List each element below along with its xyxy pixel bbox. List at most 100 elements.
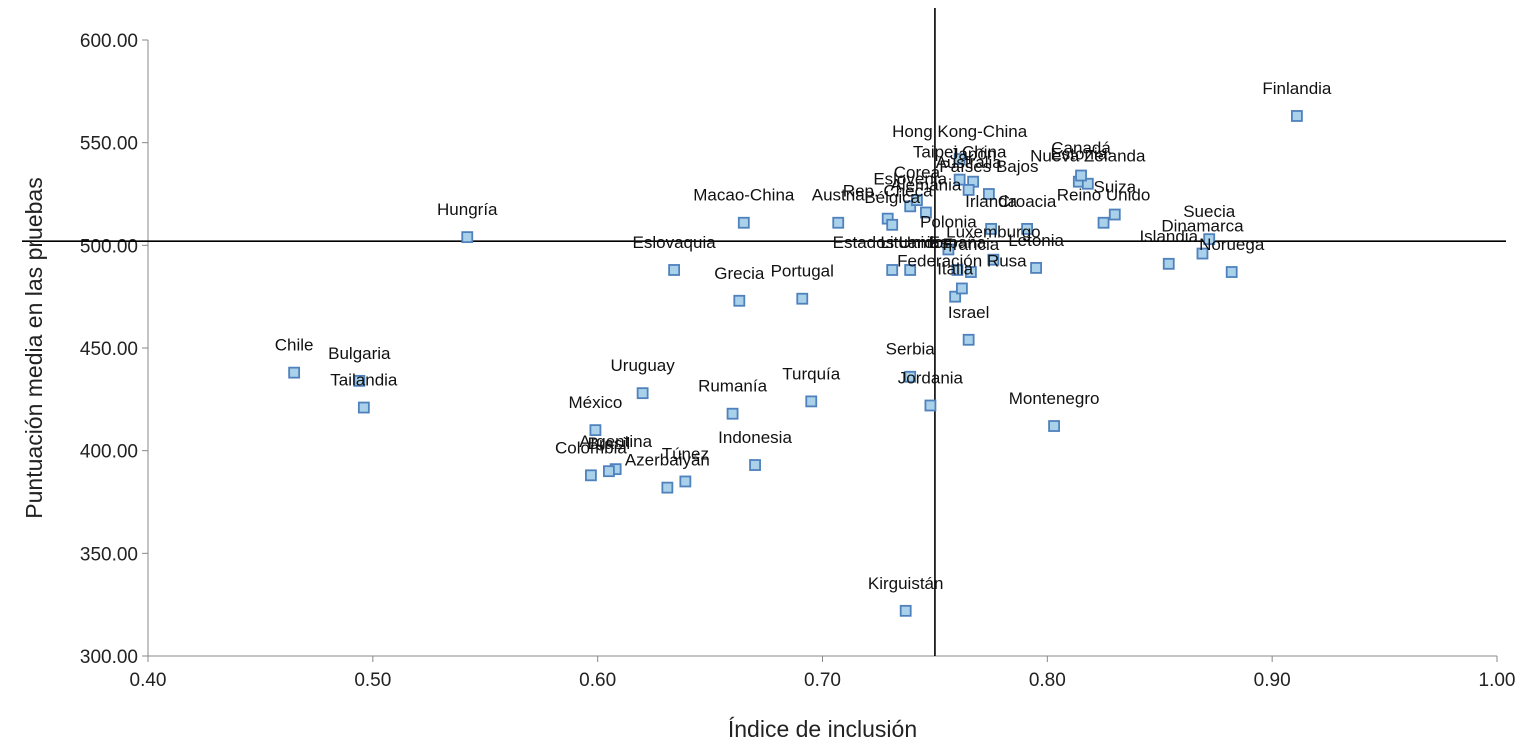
data-point bbox=[953, 153, 966, 165]
point-label: Lituania bbox=[880, 233, 940, 252]
point-label: Islandia bbox=[1139, 227, 1198, 246]
point-label: Dinamarca bbox=[1161, 217, 1244, 236]
x-axis-title: Índice de inclusión bbox=[728, 716, 917, 742]
y-tick-label: 350.00 bbox=[80, 544, 138, 565]
data-point bbox=[1203, 233, 1216, 246]
point-label: Brasil bbox=[588, 434, 631, 453]
point-label: Suecia bbox=[1183, 202, 1236, 221]
data-point bbox=[899, 604, 912, 617]
x-tick-label: 0.80 bbox=[1029, 670, 1066, 691]
point-label: Finlandia bbox=[1262, 79, 1332, 98]
x-tick-label: 0.50 bbox=[354, 670, 391, 691]
point-label: Colombia bbox=[555, 438, 627, 457]
point-label: Hungría bbox=[437, 200, 498, 219]
data-point bbox=[985, 223, 998, 235]
data-point bbox=[949, 290, 962, 303]
data-point bbox=[1021, 223, 1033, 235]
data-point bbox=[589, 424, 602, 437]
reference-lines bbox=[22, 8, 1506, 656]
data-point bbox=[1196, 247, 1209, 260]
point-label: Jordania bbox=[898, 368, 964, 387]
data-point bbox=[1225, 266, 1238, 278]
data-point bbox=[661, 481, 674, 494]
point-label: Italia bbox=[937, 260, 973, 279]
point-label: Noruega bbox=[1199, 235, 1265, 254]
y-tick-label: 450.00 bbox=[80, 339, 138, 360]
point-label: Kirguistán bbox=[868, 574, 944, 593]
y-tick-label: 550.00 bbox=[80, 134, 138, 155]
data-point bbox=[1097, 216, 1110, 229]
y-tick-label: 300.00 bbox=[80, 647, 138, 668]
x-tick-label: 0.70 bbox=[804, 670, 841, 691]
data-point bbox=[953, 173, 966, 186]
data-point bbox=[962, 183, 975, 196]
point-label: México bbox=[568, 393, 622, 412]
point-label: Rep. Checa bbox=[843, 182, 933, 201]
data-markers bbox=[288, 110, 1303, 617]
data-point bbox=[962, 333, 975, 346]
point-label: Alemania bbox=[890, 175, 961, 194]
point-label: Luxemburgo bbox=[946, 223, 1041, 242]
point-label: Letonia bbox=[1008, 231, 1064, 250]
point-label: Uruguay bbox=[611, 356, 676, 375]
point-label: Rumanía bbox=[698, 377, 768, 396]
data-point bbox=[1081, 177, 1094, 190]
data-point bbox=[942, 243, 955, 256]
data-point bbox=[585, 469, 597, 482]
data-point bbox=[726, 407, 739, 420]
data-point bbox=[636, 387, 649, 400]
x-tick-label: 1.00 bbox=[1479, 670, 1516, 691]
data-point bbox=[603, 465, 615, 478]
point-label: Tailandia bbox=[330, 371, 398, 390]
data-point bbox=[461, 231, 474, 244]
point-label: Azerbaiyán bbox=[625, 451, 710, 470]
data-point bbox=[904, 200, 917, 213]
data-point bbox=[886, 218, 899, 231]
point-label: Estados Unidos bbox=[833, 233, 952, 252]
point-label: Argentina bbox=[579, 432, 652, 451]
data-point bbox=[955, 282, 968, 295]
point-label: Grecia bbox=[714, 264, 765, 283]
data-point bbox=[982, 188, 995, 200]
data-point bbox=[679, 475, 692, 488]
point-labels: Finlandia Hungría Chile Bulgaria Tailandia Es… bbox=[275, 79, 1332, 593]
data-point bbox=[951, 264, 964, 276]
x-tick-label: 0.60 bbox=[579, 670, 616, 691]
data-point bbox=[1290, 110, 1303, 122]
point-label: Eslovaquia bbox=[633, 233, 717, 252]
point-label: Polonia bbox=[920, 212, 977, 231]
point-label: Canadá bbox=[1051, 139, 1111, 158]
point-label: España bbox=[929, 233, 987, 252]
point-label: Turquía bbox=[782, 364, 841, 383]
data-point bbox=[733, 294, 746, 307]
data-point bbox=[749, 459, 761, 471]
data-point bbox=[805, 395, 818, 408]
x-axis-ticks: 0.40 0.50 0.60 0.70 0.80 0.90 1.00 bbox=[130, 656, 1516, 691]
point-label: Países Bajos bbox=[939, 157, 1038, 176]
data-point bbox=[886, 264, 899, 276]
data-point bbox=[964, 266, 977, 278]
point-label: Chile bbox=[275, 336, 314, 355]
point-label: Portugal bbox=[771, 262, 834, 281]
data-point bbox=[1075, 169, 1087, 182]
point-label: Croacia bbox=[998, 192, 1057, 211]
data-point bbox=[668, 264, 681, 276]
data-point bbox=[911, 194, 923, 207]
point-label: Suiza bbox=[1094, 178, 1137, 197]
data-point bbox=[832, 216, 845, 229]
data-point bbox=[904, 370, 917, 383]
data-point bbox=[904, 264, 917, 276]
data-point bbox=[987, 253, 1000, 266]
point-label: Hong Kong-China bbox=[892, 122, 1028, 141]
point-label: Federación Rusa bbox=[897, 251, 1027, 270]
data-point bbox=[737, 216, 750, 229]
y-tick-label: 500.00 bbox=[80, 236, 138, 257]
data-point bbox=[1108, 208, 1121, 221]
point-label: Indonesia bbox=[718, 428, 792, 447]
point-label: Bélgica bbox=[864, 188, 920, 207]
point-label: Corea bbox=[894, 163, 941, 182]
data-point bbox=[924, 399, 937, 412]
point-label: Eslovenia bbox=[873, 169, 947, 188]
y-tick-label: 600.00 bbox=[80, 31, 138, 52]
point-label: Estonia bbox=[1050, 145, 1107, 164]
